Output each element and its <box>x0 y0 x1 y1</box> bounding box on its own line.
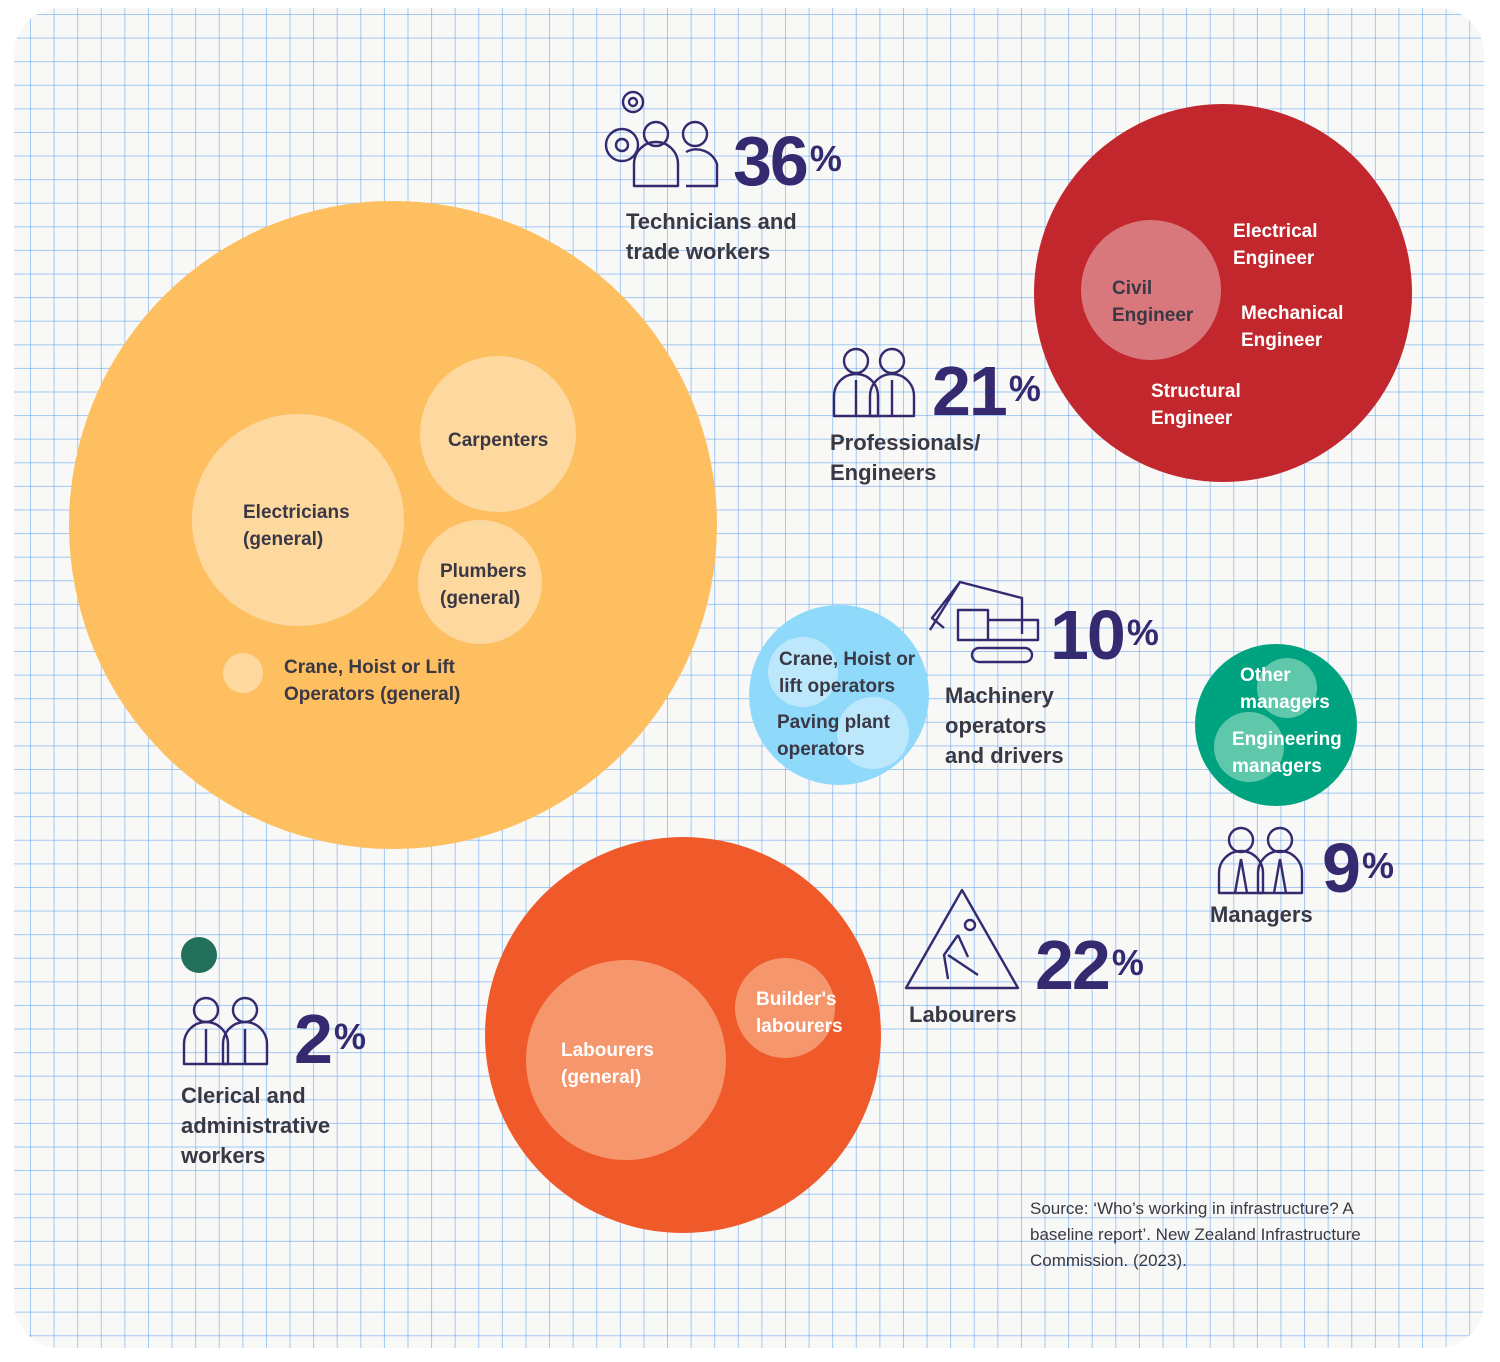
percent-machinery: 10% <box>1050 596 1159 674</box>
clerical-bubble <box>181 937 217 973</box>
label-crane-lift-operators: Crane, Hoist or lift operators <box>779 649 916 697</box>
label-civil-engineer: Civil Engineer <box>1112 278 1194 326</box>
electricians-bubble <box>192 414 404 626</box>
category-professionals: Professionals/ Engineers <box>830 430 981 485</box>
labourers-general-bubble <box>526 960 726 1160</box>
label-labourers-general: Labourers (general) <box>561 1040 654 1088</box>
label-engineering-managers: Engineering managers <box>1232 729 1342 777</box>
percent-clerical: 2% <box>294 1000 366 1078</box>
percent-professionals: 21% <box>932 352 1041 430</box>
excavator-icon <box>928 580 1040 664</box>
category-technicians: Technicians and trade workers <box>626 209 797 264</box>
crane-operators-bubble <box>223 653 263 693</box>
category-labourers: Labourers <box>909 1002 1017 1027</box>
label-builders-labourers: Builder's labourers <box>756 989 843 1037</box>
category-machinery: Machinery operators and drivers <box>945 683 1064 768</box>
infographic-card <box>14 8 1484 1348</box>
category-managers: Managers <box>1210 902 1313 927</box>
label-other-managers: Other managers <box>1240 665 1330 713</box>
label-electrical-engineer: Electrical Engineer <box>1233 221 1318 269</box>
builders-labourers-bubble <box>735 958 835 1058</box>
professionals-bubble <box>1034 104 1412 482</box>
bubble-chart <box>69 90 1412 1233</box>
crane-lift-bubble <box>768 637 838 707</box>
professionals-icon <box>832 347 916 418</box>
label-crane-operators: Crane, Hoist or Lift Operators (general) <box>284 657 461 705</box>
label-carpenters: Carpenters <box>448 430 549 451</box>
label-electricians: Electricians (general) <box>243 502 350 550</box>
carpenters-bubble <box>420 356 576 512</box>
civil-engineer-bubble <box>1081 220 1221 360</box>
label-structural-engineer: Structural Engineer <box>1151 381 1241 429</box>
percent-labourers: 22% <box>1035 926 1144 1004</box>
gears-people-icon <box>604 90 719 188</box>
other-managers-bubble <box>1257 658 1317 718</box>
clerical-icon <box>182 996 269 1066</box>
paving-bubble <box>837 697 909 769</box>
category-clerical: Clerical and administrative workers <box>181 1083 331 1168</box>
plumbers-bubble <box>418 520 542 644</box>
percent-managers: 9% <box>1322 829 1394 907</box>
label-paving-plant-operators: Paving plant operators <box>777 712 890 760</box>
engineering-managers-bubble <box>1214 712 1284 782</box>
percent-technicians: 36% <box>733 122 842 200</box>
label-mechanical-engineer: Mechanical Engineer <box>1241 303 1344 351</box>
digging-sign-icon <box>904 888 1020 990</box>
managers-icon <box>1217 826 1304 895</box>
source-note: Source: ‘Who’s working in infrastructure… <box>1030 1199 1361 1270</box>
label-plumbers: Plumbers (general) <box>440 561 527 609</box>
